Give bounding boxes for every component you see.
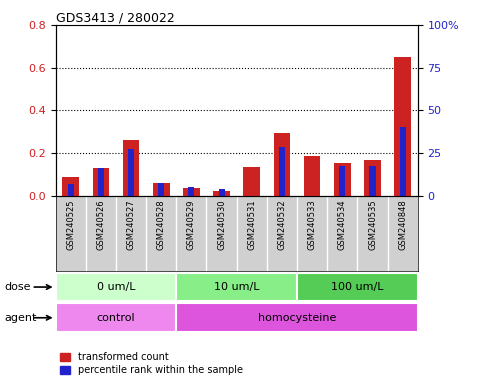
Bar (339, 166, 345, 196)
Text: 100 um/L: 100 um/L (331, 282, 384, 292)
Text: GSM240527: GSM240527 (127, 200, 136, 250)
Text: GSM240529: GSM240529 (187, 200, 196, 250)
Bar (56, 303, 176, 332)
Text: agent: agent (5, 313, 37, 323)
Bar (395, 57, 411, 196)
Bar (274, 133, 290, 196)
Text: dose: dose (5, 282, 31, 292)
Text: 0 um/L: 0 um/L (97, 282, 135, 292)
Bar (297, 273, 418, 301)
Bar (279, 147, 285, 196)
Bar (93, 168, 109, 196)
Bar (153, 183, 170, 196)
Text: GSM240848: GSM240848 (398, 200, 407, 250)
Bar (304, 156, 320, 196)
Bar (128, 149, 134, 196)
Bar (62, 177, 79, 196)
Text: GSM240532: GSM240532 (277, 200, 286, 250)
Bar (243, 167, 260, 196)
Bar (98, 168, 104, 196)
Legend: transformed count, percentile rank within the sample: transformed count, percentile rank withi… (60, 353, 243, 375)
Text: GDS3413 / 280022: GDS3413 / 280022 (56, 12, 174, 25)
Bar (369, 166, 376, 196)
Text: GSM240534: GSM240534 (338, 200, 347, 250)
Bar (158, 183, 164, 196)
Bar (188, 187, 194, 196)
Text: GSM240526: GSM240526 (96, 200, 105, 250)
Bar (334, 163, 351, 196)
Bar (183, 189, 199, 196)
Bar (400, 127, 406, 196)
Text: GSM240530: GSM240530 (217, 200, 226, 250)
Text: GSM240531: GSM240531 (247, 200, 256, 250)
Bar (176, 273, 297, 301)
Bar (213, 190, 230, 196)
Text: homocysteine: homocysteine (258, 313, 336, 323)
Bar (176, 303, 418, 332)
Text: GSM240528: GSM240528 (156, 200, 166, 250)
Bar (219, 189, 225, 196)
Text: control: control (97, 313, 135, 323)
Bar (123, 140, 139, 196)
Bar (364, 159, 381, 196)
Text: GSM240525: GSM240525 (66, 200, 75, 250)
Bar (56, 273, 176, 301)
Text: 10 um/L: 10 um/L (214, 282, 259, 292)
Text: GSM240533: GSM240533 (308, 200, 317, 250)
Bar (68, 184, 73, 196)
Text: GSM240535: GSM240535 (368, 200, 377, 250)
